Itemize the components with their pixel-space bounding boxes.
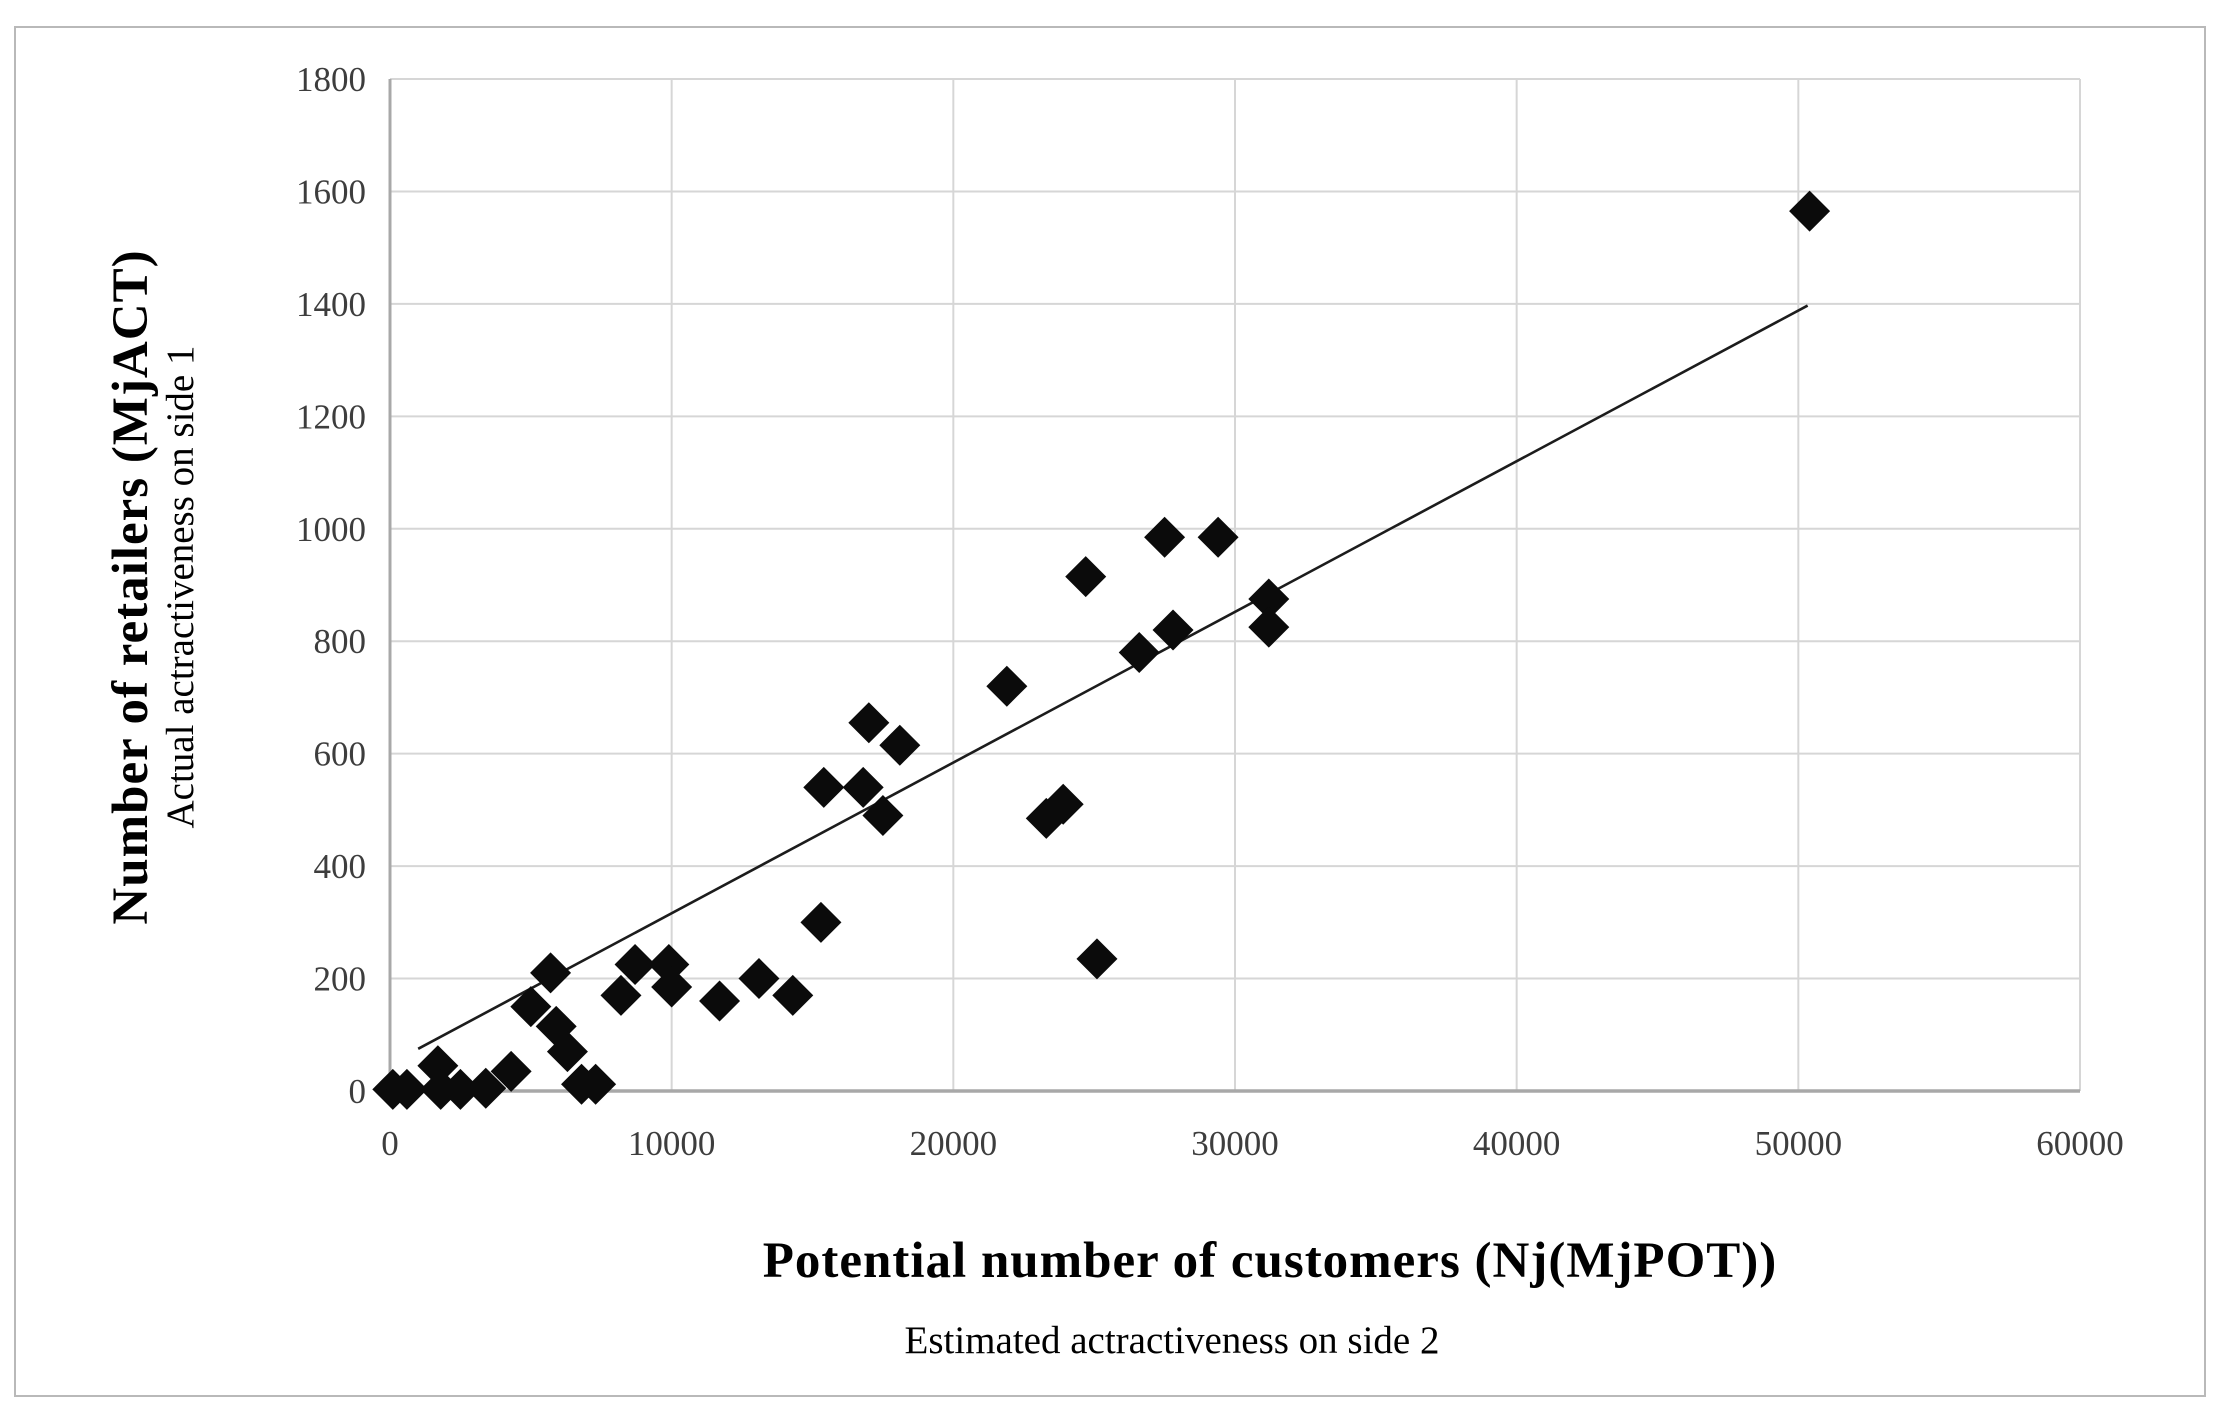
data-point xyxy=(1065,556,1107,598)
data-point xyxy=(1042,783,1084,825)
data-point xyxy=(772,974,814,1016)
data-point xyxy=(1248,606,1290,648)
y-tick-label: 1600 xyxy=(296,172,366,211)
data-point xyxy=(862,795,904,837)
data-point xyxy=(546,1031,588,1073)
y-tick-label: 400 xyxy=(314,847,367,886)
data-point xyxy=(800,901,842,943)
data-point xyxy=(1789,190,1831,232)
data-point xyxy=(490,1050,532,1092)
y-axis-title: Number of retailers (MjACT) xyxy=(102,249,159,925)
y-tick-label: 1000 xyxy=(296,510,366,549)
x-tick-label: 60000 xyxy=(2036,1124,2124,1163)
data-point xyxy=(386,1068,428,1110)
data-point xyxy=(465,1067,507,1109)
y-tick-label: 1800 xyxy=(296,60,366,99)
trend-line xyxy=(417,304,1809,1050)
data-point xyxy=(1118,631,1160,673)
y-tick-label: 600 xyxy=(314,735,367,774)
data-point xyxy=(1144,516,1186,558)
data-point xyxy=(699,980,741,1022)
data-point xyxy=(1152,609,1194,651)
x-tick-label: 30000 xyxy=(1191,1124,1279,1163)
data-point xyxy=(1248,578,1290,620)
y-tick-label: 0 xyxy=(349,1072,367,1111)
data-point xyxy=(842,766,884,808)
data-point xyxy=(879,724,921,766)
data-point xyxy=(530,952,572,994)
data-point xyxy=(439,1068,481,1110)
x-tick-label: 10000 xyxy=(628,1124,716,1163)
data-point xyxy=(803,766,845,808)
data-point xyxy=(510,986,552,1028)
y-axis-subtitle: Actual actractiveness on side 1 xyxy=(158,345,202,829)
y-tick-label: 200 xyxy=(314,960,367,999)
y-axis-title-block: Number of retailers (MjACT) Actual actra… xyxy=(84,82,222,1092)
y-tick-label: 800 xyxy=(314,622,367,661)
x-tick-label: 50000 xyxy=(1755,1124,1843,1163)
x-tick-label: 40000 xyxy=(1473,1124,1561,1163)
x-axis-subtitle: Estimated actractiveness on side 2 xyxy=(904,1319,1440,1362)
data-point xyxy=(651,966,693,1008)
y-tick-label: 1400 xyxy=(296,285,366,324)
data-point xyxy=(848,702,890,744)
data-point xyxy=(600,974,642,1016)
y-tick-label: 1200 xyxy=(296,397,366,436)
data-point xyxy=(614,944,656,985)
data-point xyxy=(1197,516,1239,558)
data-point xyxy=(738,958,780,1000)
data-point xyxy=(1076,938,1118,980)
x-tick-label: 20000 xyxy=(910,1124,998,1163)
x-tick-label: 0 xyxy=(381,1124,399,1163)
data-point xyxy=(575,1063,617,1105)
x-axis-title: Potential number of customers (Nj(MjPOT)… xyxy=(762,1233,1778,1289)
data-point xyxy=(986,665,1028,707)
data-point xyxy=(417,1045,459,1087)
